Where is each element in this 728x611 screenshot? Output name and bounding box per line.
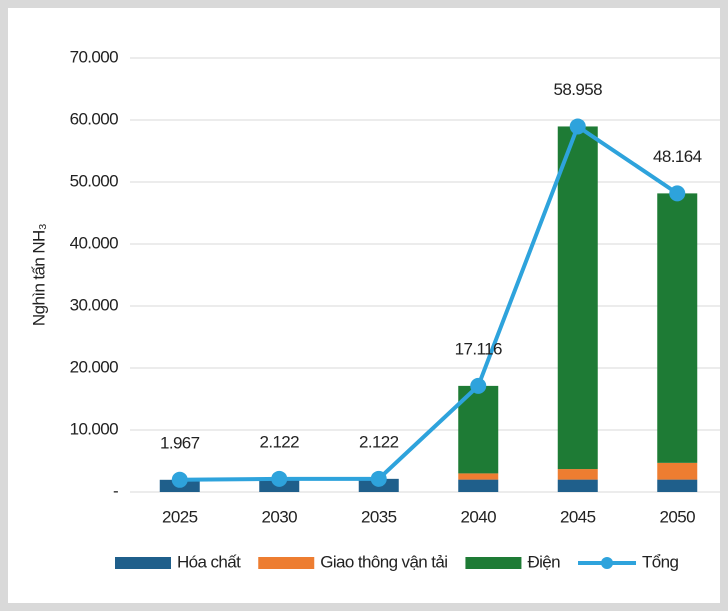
line-marker (271, 470, 288, 487)
total-line (179, 124, 679, 482)
y-axis-label: Nghìn tấn NH₃ (29, 224, 48, 326)
legend-swatch (258, 557, 315, 569)
data-label: 1.967 (160, 433, 200, 452)
x-tick-label: 2040 (461, 507, 497, 526)
bar-segment (458, 473, 499, 480)
bar-segment (557, 469, 598, 480)
y-tick-label: 20.000 (70, 357, 119, 376)
legend-marker (601, 557, 614, 569)
bar-segment (458, 479, 499, 492)
line-marker (171, 471, 188, 488)
data-label: 2.122 (359, 432, 399, 451)
y-tick-label: - (113, 481, 118, 500)
data-label: 58.958 (554, 80, 603, 99)
data-label: 48.164 (653, 147, 702, 166)
x-tick-label: 2035 (361, 507, 397, 526)
legend-swatch (115, 557, 171, 569)
line-marker (669, 185, 686, 202)
x-tick-label: 2045 (560, 507, 596, 526)
y-tick-label: 10.000 (70, 419, 119, 438)
legend-label: Tổng (642, 552, 678, 571)
bar-segment (657, 479, 698, 492)
line-marker (569, 118, 586, 135)
y-tick-label: 30.000 (70, 295, 119, 314)
data-label: 17.116 (455, 339, 502, 358)
legend-label: Hóa chất (177, 552, 241, 571)
x-tick-label: 2030 (262, 507, 298, 526)
y-tick-label: 40.000 (70, 233, 119, 252)
y-tick-label: 60.000 (70, 109, 119, 128)
bar-segment (657, 193, 698, 463)
y-tick-label: 70.000 (70, 47, 119, 66)
bar-segment (557, 126, 598, 470)
x-tick-label: 2050 (660, 507, 696, 526)
x-tick-label: 2025 (162, 507, 198, 526)
line-marker (370, 470, 387, 487)
bar-segment (557, 479, 598, 492)
legend-label: Điện (527, 552, 560, 571)
legend-label: Giao thông vận tải (320, 552, 447, 571)
bar-segment (657, 462, 698, 480)
data-label: 2.122 (259, 432, 299, 451)
legend-swatch (465, 557, 522, 569)
y-tick-label: 50.000 (70, 171, 119, 190)
line-marker (470, 377, 487, 394)
